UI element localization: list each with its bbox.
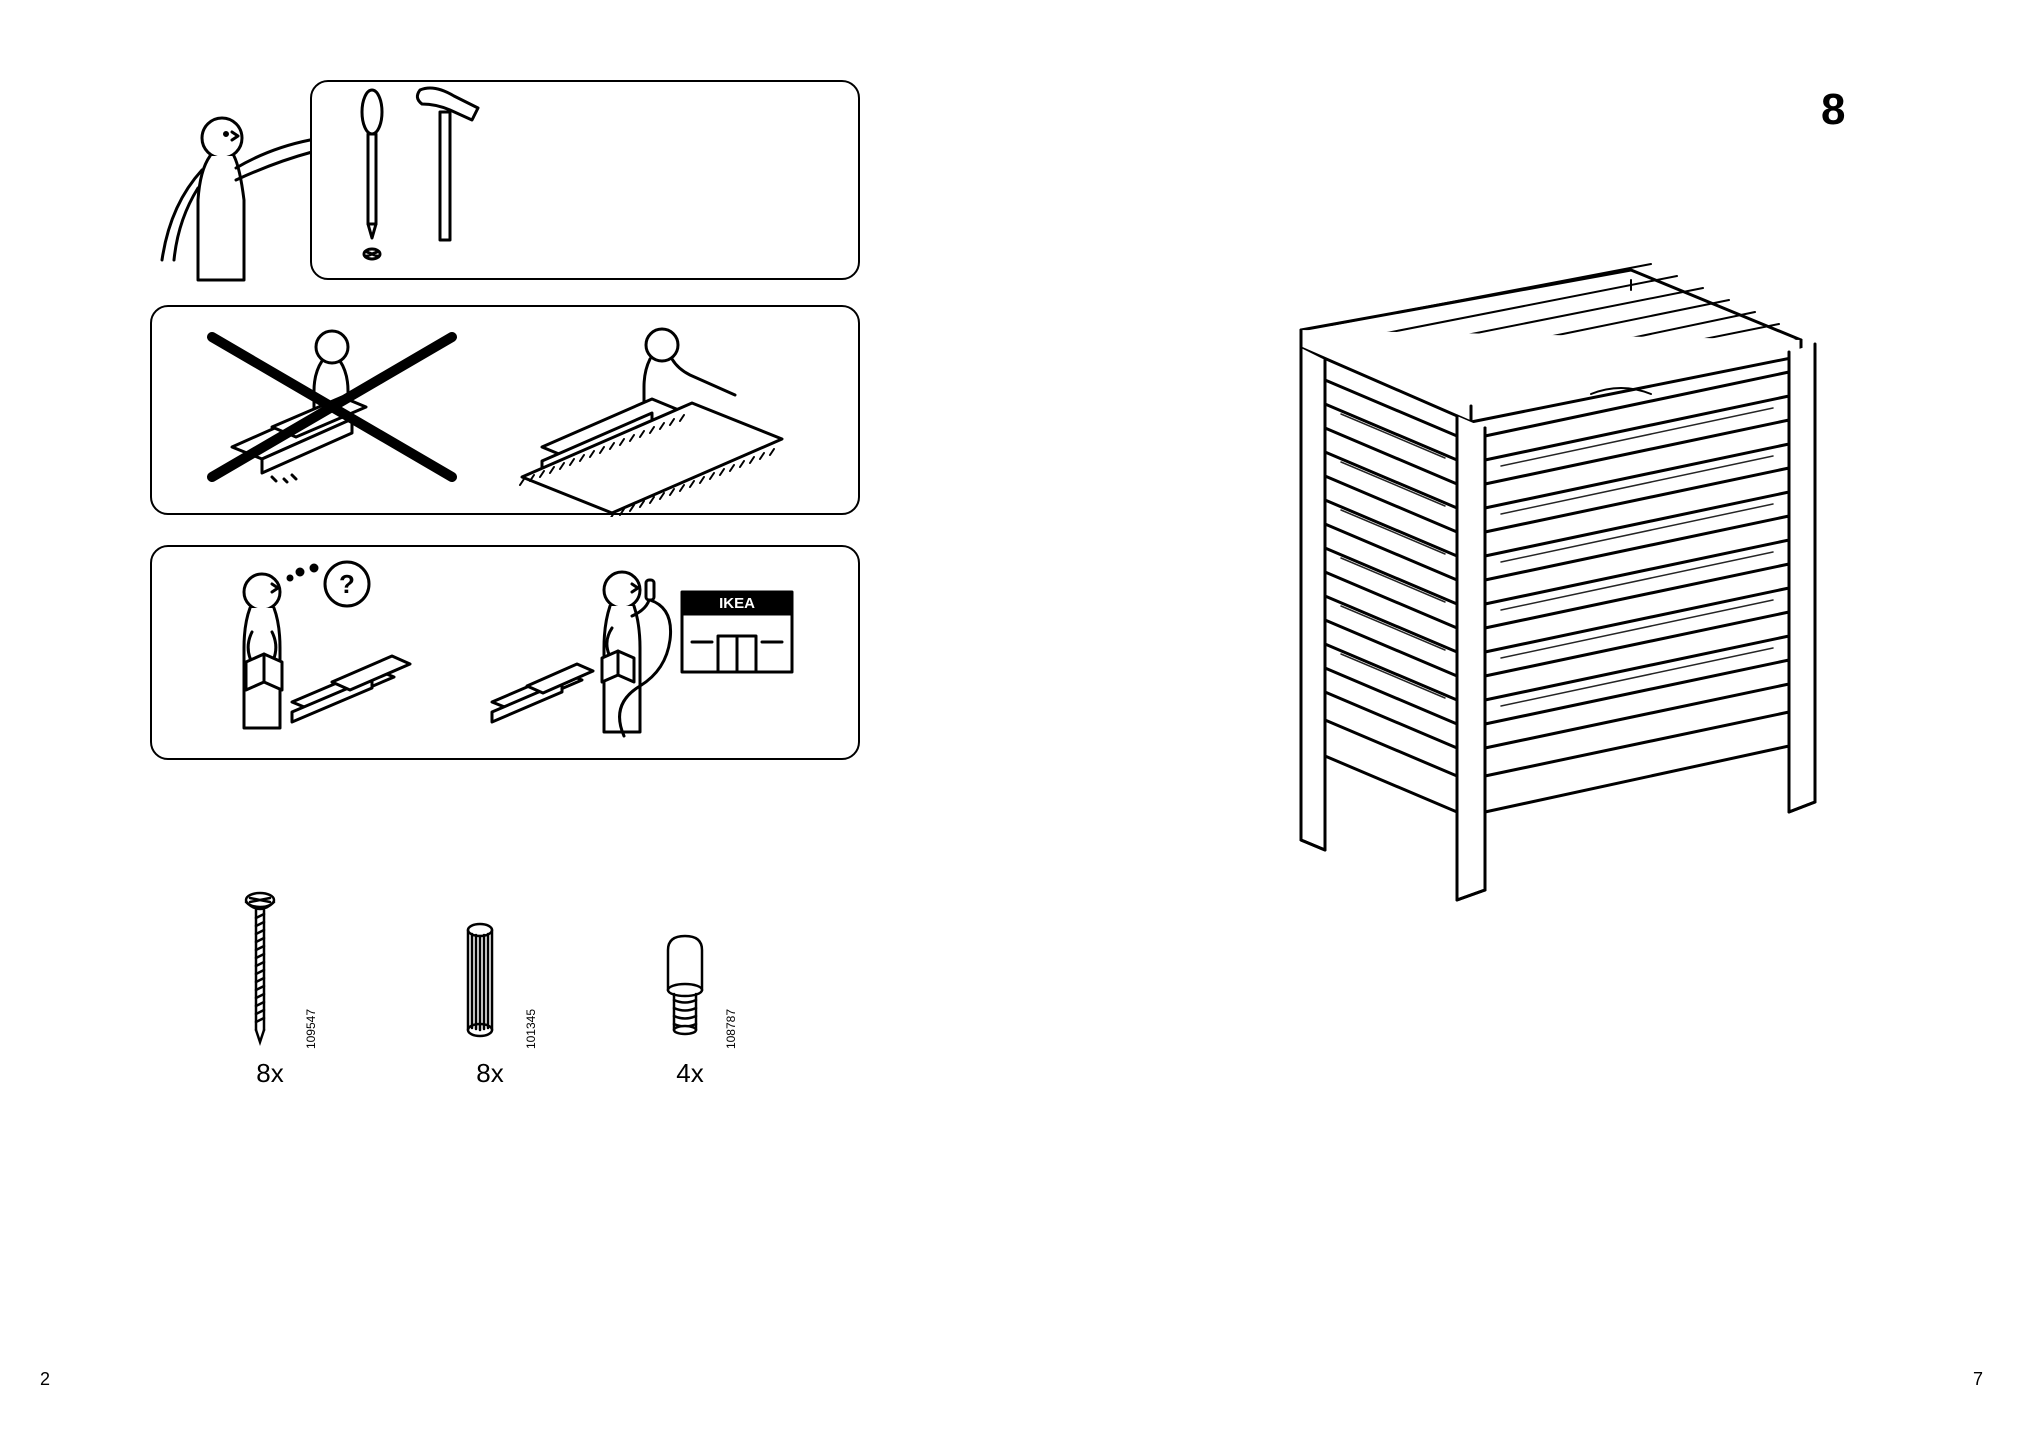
hardware-qty-2: 8x <box>450 1058 530 1089</box>
hardware-code-3: 108787 <box>724 1009 738 1049</box>
page-number-right: 7 <box>1973 1369 1983 1390</box>
hardware-code-2: 101345 <box>524 1009 538 1049</box>
panel-tools <box>310 80 860 280</box>
hardware-qty-1: 8x <box>230 1058 310 1089</box>
help-svg: ? <box>152 547 862 762</box>
tools-svg <box>312 82 862 282</box>
floor-svg <box>152 307 862 517</box>
panel-help: ? <box>150 545 860 760</box>
hardware-screw: 8x 109547 <box>230 890 310 1089</box>
hardware-dowel: 8x 101345 <box>450 920 530 1089</box>
finished-product-icon <box>1161 200 1921 960</box>
hardware-foot: 4x 108787 <box>650 930 730 1089</box>
ikea-store-label: IKEA <box>719 595 755 612</box>
hardware-code-1: 109547 <box>304 1009 318 1049</box>
page-right: 8 <box>1011 0 2023 1430</box>
hardware-qty-3: 4x <box>650 1058 730 1089</box>
step-number: 8 <box>1821 85 1845 135</box>
panel-floor <box>150 305 860 515</box>
page-left: ? <box>0 0 1011 1430</box>
question-mark: ? <box>339 569 355 599</box>
page-number-left: 2 <box>40 1369 50 1390</box>
